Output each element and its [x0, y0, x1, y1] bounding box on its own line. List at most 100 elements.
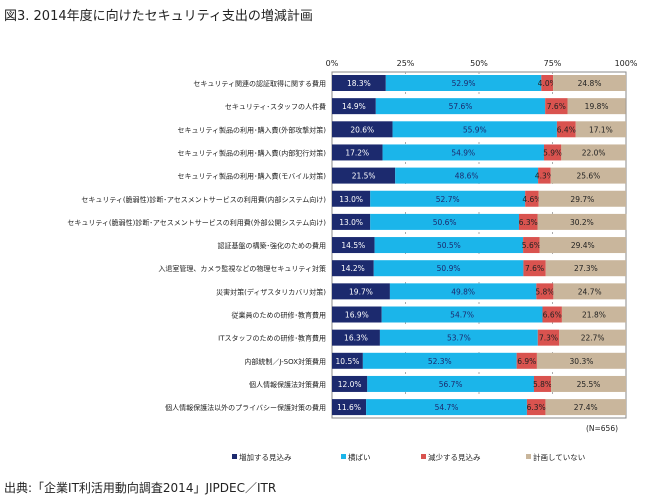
legend-label: 計画していない [533, 452, 585, 462]
data-label: 50.5% [437, 241, 461, 250]
bar-segment [332, 260, 374, 277]
bar-segment [370, 190, 526, 207]
x-tick-label: 75% [544, 59, 562, 68]
data-label: 52.9% [452, 79, 476, 88]
data-label: 6.4% [557, 125, 576, 134]
data-label: 16.9% [345, 311, 369, 320]
data-label: 54.7% [450, 311, 474, 320]
category-label: 災害対策(ディザスタリカバリ対策) [216, 287, 326, 296]
data-label: 30.2% [570, 218, 594, 227]
source-note: 出典:「企業IT利活用動向調査2014」JIPDEC／ITR [4, 481, 277, 495]
bar-segment [551, 375, 626, 392]
category-label: 個人情報保護法対策費用 [249, 380, 326, 389]
bar-segment [550, 167, 626, 184]
bar-segment [389, 283, 537, 300]
data-label: 5.6% [522, 241, 541, 250]
bar-segment [536, 283, 554, 300]
data-label: 52.7% [436, 195, 460, 204]
bar-segment [332, 375, 368, 392]
bar-segment [332, 283, 390, 300]
bar-segment [385, 75, 542, 91]
data-label: 22.0% [582, 148, 606, 157]
bar-segment [543, 144, 562, 161]
bar-segment [545, 399, 626, 416]
data-label: 4.6% [522, 195, 541, 204]
bar-segment [553, 283, 626, 300]
category-label: セキュリティ製品の利用･購入費(外部攻撃対策) [177, 125, 326, 134]
data-label: 4.3% [535, 172, 554, 181]
data-label: 14.2% [341, 264, 365, 273]
bar-segment [537, 329, 560, 346]
data-label: 5.8% [535, 287, 554, 296]
data-label: 7.3% [539, 334, 558, 343]
data-label: 10.5% [336, 357, 360, 366]
data-label: 55.9% [463, 125, 487, 134]
bar-segment [525, 190, 539, 207]
data-label: 30.3% [570, 357, 594, 366]
bar-segment [533, 375, 552, 392]
data-label: 50.9% [437, 264, 461, 273]
bar-segment [332, 399, 367, 416]
bar-segment [536, 352, 626, 369]
x-tick-label: 50% [470, 59, 488, 68]
bar-segment [516, 352, 537, 369]
category-label: ITスタッフのための研修･教育費用 [218, 334, 326, 343]
bar-segment [561, 144, 626, 161]
bar-segment [366, 399, 527, 416]
data-label: 49.8% [451, 287, 475, 296]
category-label: 個人情報保護法以外のプライバシー保護対策の費用 [165, 403, 326, 412]
category-label: セキュリティ(脆弱性)診断･アセスメントサービスの利用費(内部システム向け) [81, 195, 326, 204]
data-label: 4.0% [538, 79, 557, 88]
bar-segment [381, 306, 543, 323]
bar-segment [382, 144, 544, 161]
bar-segment [373, 260, 524, 277]
data-label: 50.6% [433, 218, 457, 227]
category-label: セキュリティ･スタッフの人件費 [225, 102, 326, 111]
bar-segment [332, 329, 380, 346]
bar-segment [374, 237, 524, 254]
category-label: 認証基盤の構築･強化のための費用 [218, 241, 327, 250]
legend-swatch [232, 454, 237, 459]
data-label: 19.8% [585, 102, 609, 111]
bar-segment [370, 213, 519, 230]
bar-segment [392, 121, 557, 138]
bar-segment [362, 352, 517, 369]
data-label: 22.7% [581, 334, 605, 343]
bar-segment [332, 75, 386, 91]
bar-segment [556, 121, 576, 138]
data-label: 19.7% [349, 287, 373, 296]
data-label: 54.9% [451, 148, 475, 157]
data-label: 21.5% [352, 172, 376, 181]
x-tick-label: 25% [397, 59, 415, 68]
data-label: 48.6% [455, 172, 479, 181]
legend-swatch [341, 454, 346, 459]
data-label: 29.4% [571, 241, 595, 250]
bar-segment [375, 98, 546, 115]
figure-title: 図3. 2014年度に向けたセキュリティ支出の増減計画 [4, 9, 313, 24]
category-label: セキュリティ製品の利用･購入費(内部犯行対策) [177, 148, 326, 157]
legend-label: 減少する見込み [428, 452, 481, 462]
data-label: 7.6% [547, 102, 566, 111]
x-tick-label: 0% [326, 59, 339, 68]
x-tick-label: 100% [615, 59, 638, 68]
data-label: 16.3% [344, 334, 368, 343]
data-label: 14.5% [341, 241, 365, 250]
category-label: セキュリティ(脆弱性)診断･アセスメントサービスの利用費(外部公開システム向け) [67, 218, 326, 227]
bar-segment [545, 98, 568, 115]
legend-label: 増加する見込み [239, 452, 292, 462]
category-label: セキュリティ製品の利用･購入費(モバイル対策) [177, 172, 326, 181]
data-label: 52.3% [428, 357, 452, 366]
data-label: 25.6% [576, 172, 600, 181]
data-label: 11.6% [337, 403, 361, 412]
data-label: 12.0% [338, 380, 362, 389]
legend-swatch [526, 454, 531, 459]
bar-segment [332, 144, 383, 161]
data-label: 13.0% [339, 195, 363, 204]
data-label: 24.8% [578, 79, 602, 88]
bar-segment [526, 399, 546, 416]
bar-segment [332, 352, 363, 369]
data-label: 24.7% [578, 287, 602, 296]
data-label: 6.6% [543, 311, 562, 320]
bar-segment [332, 167, 396, 184]
